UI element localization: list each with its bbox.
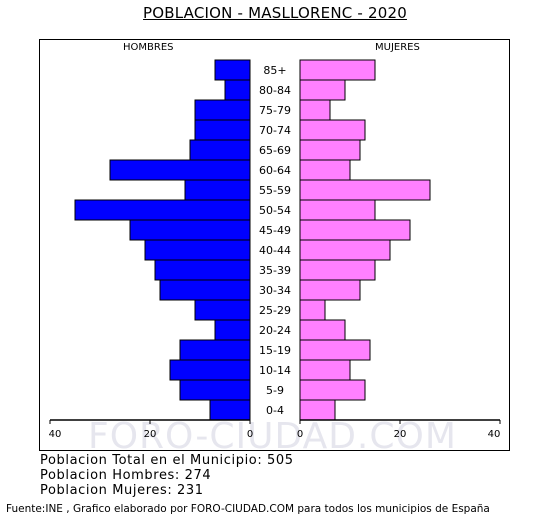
tick-label-right: 40: [488, 429, 501, 440]
age-label: 70-74: [259, 124, 291, 137]
bar-mujeres-80-84: [299, 79, 346, 101]
age-label: 65-69: [259, 144, 291, 157]
bar-mujeres-75-79: [299, 99, 331, 121]
tick-label-left: 20: [144, 429, 157, 440]
female-population: Poblacion Mujeres: 231: [40, 483, 204, 498]
bar-mujeres-30-34: [299, 279, 361, 301]
bar-mujeres-25-29: [299, 299, 326, 321]
bar-mujeres-10-14: [299, 359, 351, 381]
bar-mujeres-40-44: [299, 239, 391, 261]
bar-hombres-5-9: [179, 379, 251, 401]
age-label: 5-9: [266, 384, 284, 397]
bar-hombres-35-39: [154, 259, 251, 281]
tick-label-right: 20: [394, 429, 407, 440]
total-population: Poblacion Total en el Municipio: 505: [40, 453, 294, 468]
bar-hombres-65-69: [189, 139, 251, 161]
bar-hombres-40-44: [144, 239, 251, 261]
chart-title: POBLACION - MASLLORENC - 2020: [143, 4, 407, 22]
age-label: 10-14: [259, 364, 291, 377]
bar-hombres-85+: [214, 59, 251, 81]
hombres-label: HOMBRES: [123, 42, 174, 53]
bar-mujeres-20-24: [299, 319, 346, 341]
source-note: Fuente:INE , Grafico elaborado por FORO-…: [6, 503, 490, 515]
bar-mujeres-0-4: [299, 399, 336, 421]
male-population: Poblacion Hombres: 274: [40, 468, 212, 483]
age-label: 30-34: [259, 284, 291, 297]
bar-mujeres-15-19: [299, 339, 371, 361]
bar-hombres-15-19: [179, 339, 251, 361]
age-label: 45-49: [259, 224, 291, 237]
bar-hombres-60-64: [109, 159, 251, 181]
age-label: 40-44: [259, 244, 291, 257]
bar-hombres-10-14: [169, 359, 251, 381]
bar-hombres-75-79: [194, 99, 251, 121]
bar-hombres-70-74: [194, 119, 251, 141]
age-label: 15-19: [259, 344, 291, 357]
bar-mujeres-35-39: [299, 259, 376, 281]
age-label: 60-64: [259, 164, 291, 177]
bar-hombres-30-34: [159, 279, 251, 301]
age-label: 75-79: [259, 104, 291, 117]
bar-mujeres-45-49: [299, 219, 411, 241]
age-label: 80-84: [259, 84, 291, 97]
tick-label-left: 0: [247, 429, 253, 440]
bar-mujeres-55-59: [299, 179, 431, 201]
bar-mujeres-65-69: [299, 139, 361, 161]
age-label: 50-54: [259, 204, 291, 217]
watermark: FORO-CIUDAD.COM: [88, 416, 457, 457]
bar-mujeres-50-54: [299, 199, 376, 221]
bar-hombres-20-24: [214, 319, 251, 341]
bar-mujeres-5-9: [299, 379, 366, 401]
bar-mujeres-85+: [299, 59, 376, 81]
age-label: 25-29: [259, 304, 291, 317]
tick-label-right: 0: [297, 429, 303, 440]
bar-mujeres-70-74: [299, 119, 366, 141]
mujeres-label: MUJERES: [375, 42, 420, 53]
tick-label-left: 40: [49, 429, 62, 440]
chart-frame: [39, 39, 510, 451]
bar-hombres-80-84: [224, 79, 251, 101]
age-label: 35-39: [259, 264, 291, 277]
age-label: 20-24: [259, 324, 291, 337]
bar-hombres-55-59: [184, 179, 251, 201]
age-label: 0-4: [266, 404, 284, 417]
bar-hombres-0-4: [209, 399, 251, 421]
bar-hombres-50-54: [74, 199, 251, 221]
age-label: 55-59: [259, 184, 291, 197]
bar-hombres-45-49: [129, 219, 251, 241]
bar-mujeres-60-64: [299, 159, 351, 181]
age-label: 85+: [263, 64, 286, 77]
bar-hombres-25-29: [194, 299, 251, 321]
